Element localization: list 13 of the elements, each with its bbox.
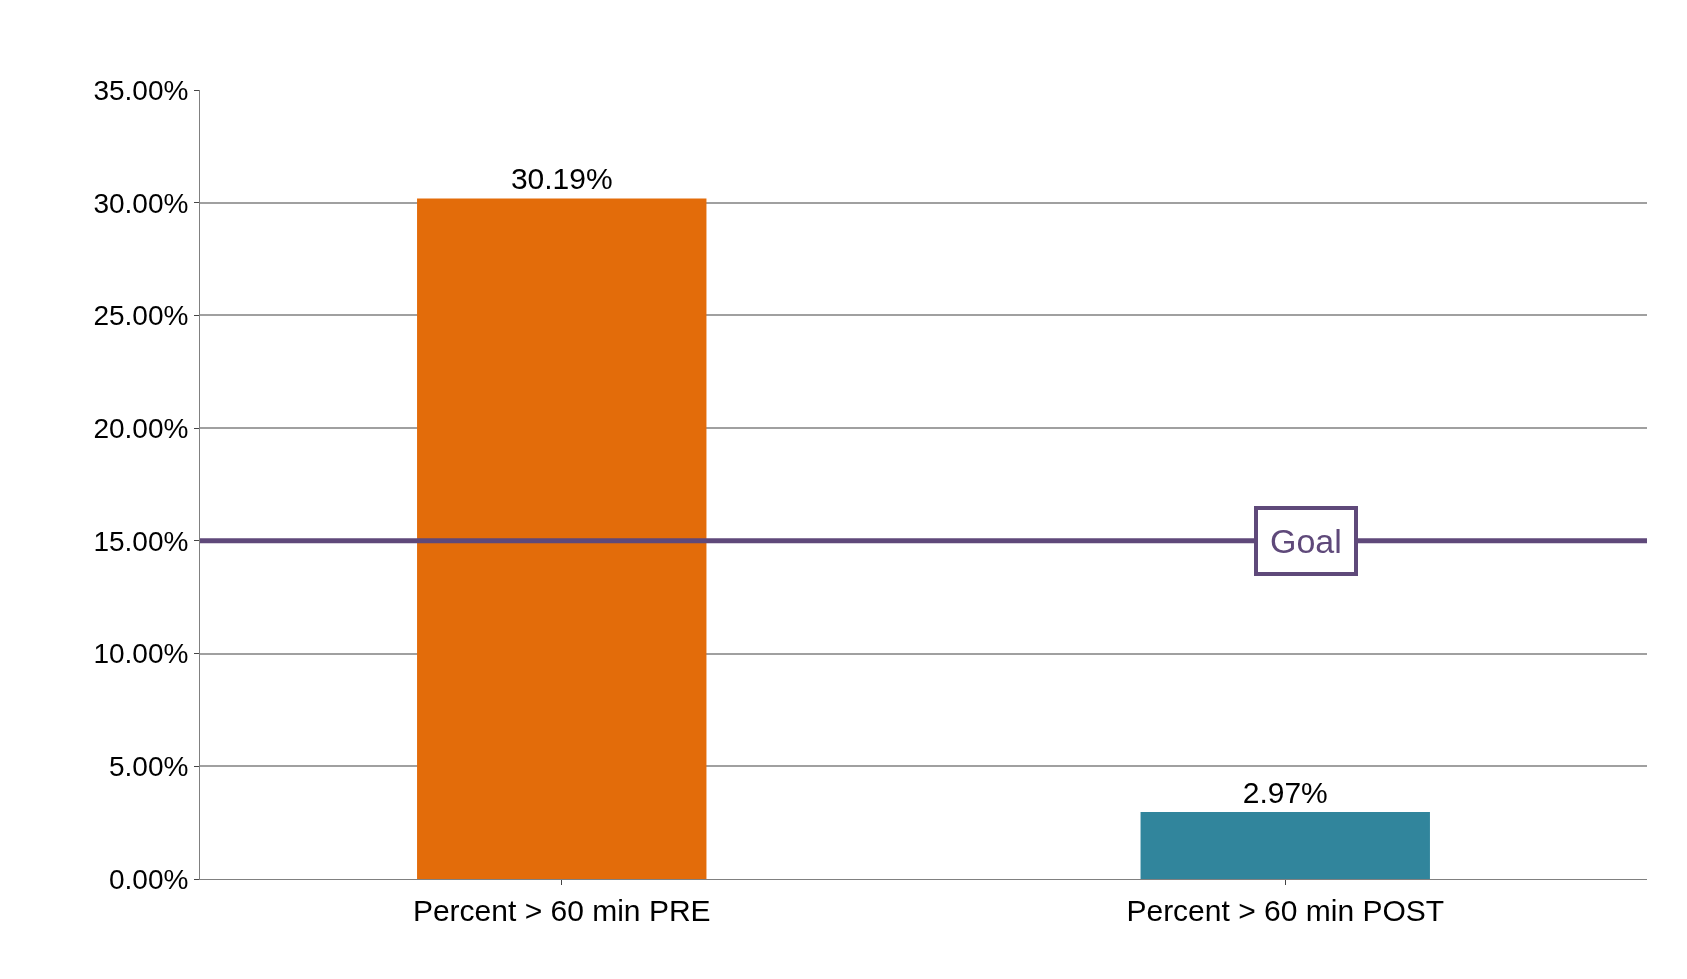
x-tick-label: Percent > 60 min POST [1126, 894, 1445, 927]
y-tick-label: 30.00% [93, 187, 189, 219]
y-tick-label: 0.00% [108, 863, 189, 895]
data-label: 2.97% [1242, 776, 1328, 810]
y-tick-label: 20.00% [93, 412, 189, 444]
ref-line-label: Goal [1270, 522, 1342, 560]
y-tick-label: 15.00% [93, 525, 189, 557]
y-tick-label: 25.00% [93, 300, 189, 332]
data-label: 30.19% [510, 162, 613, 196]
y-tick-label: 10.00% [93, 638, 189, 670]
x-tick-label: Percent > 60 min PRE [412, 894, 711, 927]
y-tick-label: 35.00% [93, 74, 189, 106]
y-tick-label: 5.00% [108, 751, 189, 783]
